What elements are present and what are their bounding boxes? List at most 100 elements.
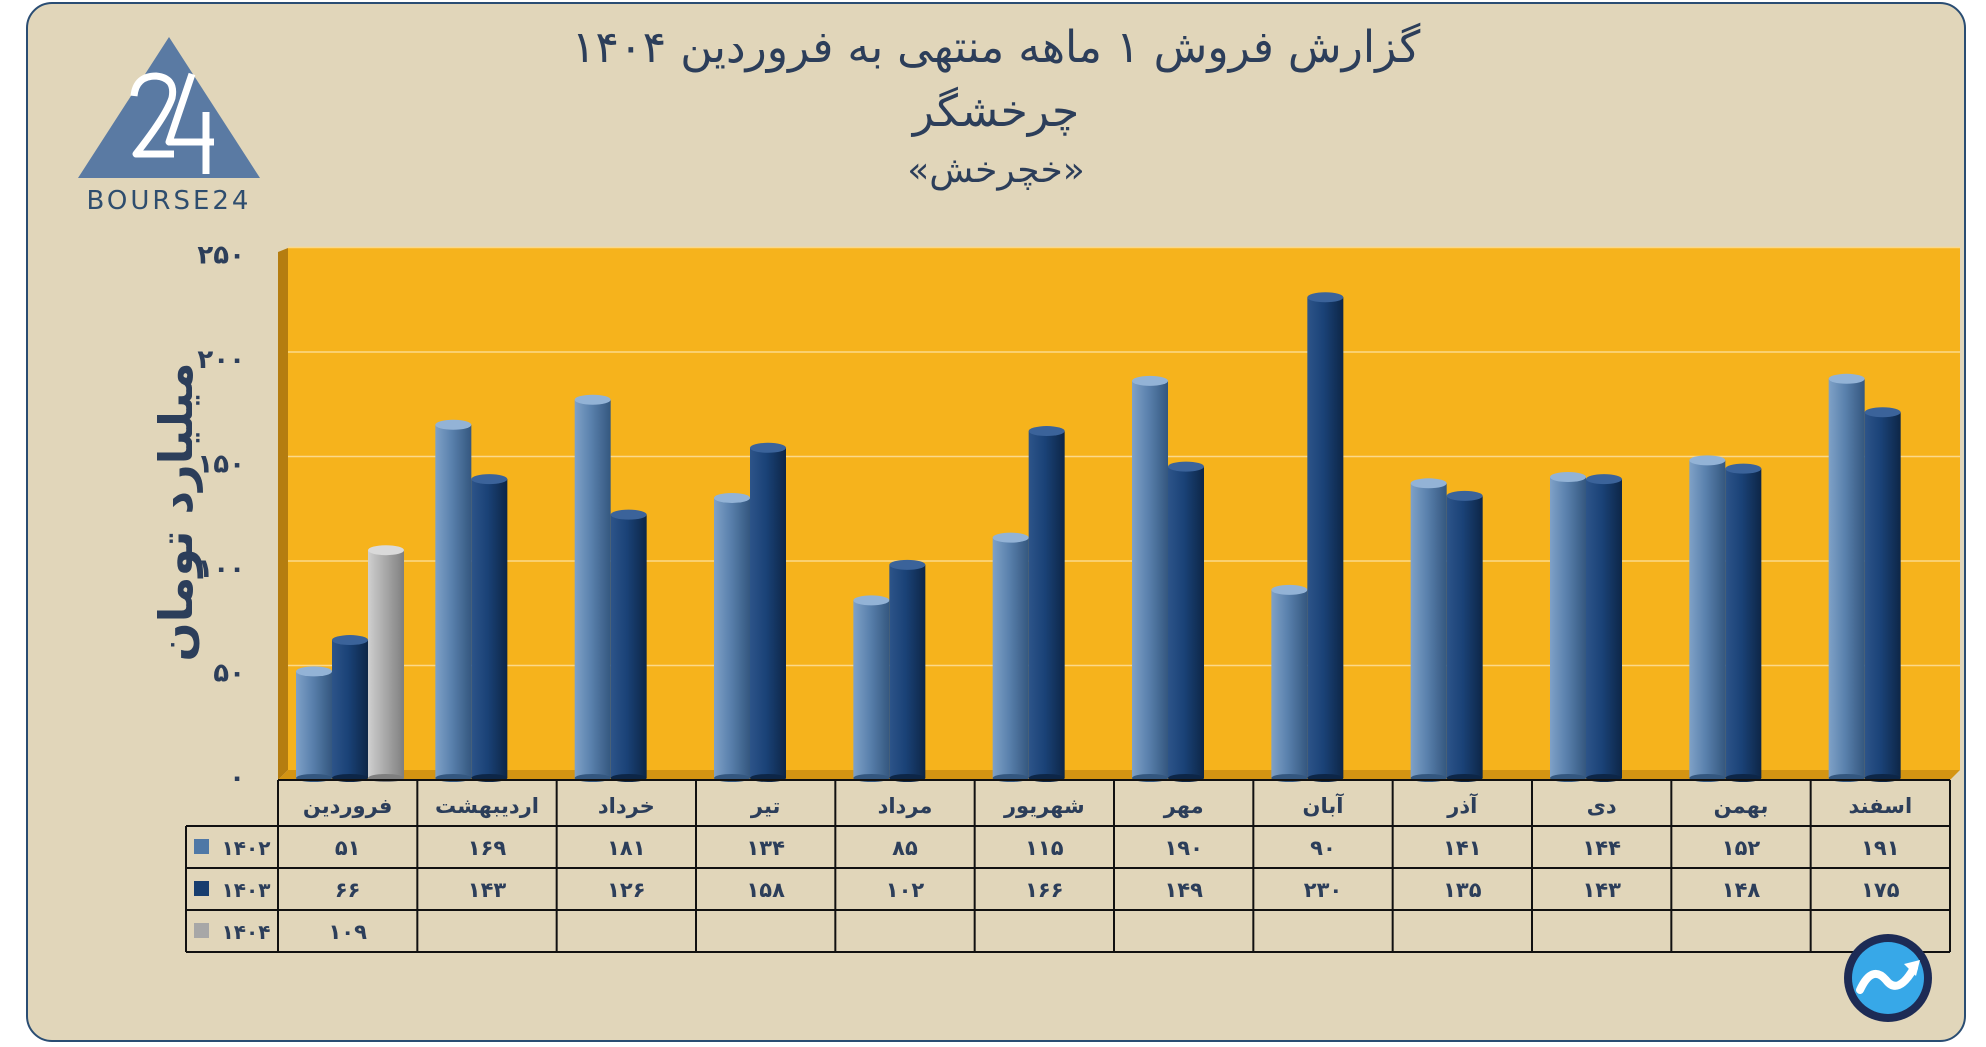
trend-logo-icon [1844,934,1932,1022]
bar [296,671,332,778]
data-label: ۲۳۰ [1304,878,1342,902]
category-label: اردیبهشت [435,794,539,818]
ticker-symbol: «خچرخش» [907,150,1085,191]
bar-cap [471,474,508,485]
legend-swatch [194,923,209,938]
bar [1028,431,1065,778]
category-label: اسفند [1848,794,1912,818]
y-axis-ticks: ۰ ۵۰ ۱۰۰ ۱۵۰ ۲۰۰ ۲۵۰ [197,241,245,794]
data-label: ۵۱ [335,836,361,860]
bar [1271,589,1308,778]
bar [853,600,890,778]
data-label: ۱۴۳ [468,878,507,902]
bar-cap [574,394,611,405]
bar-cap [750,442,786,453]
bar-cap [1550,472,1586,483]
y-tick-label: ۰ [229,763,245,793]
bar [1689,460,1726,778]
bar [368,550,404,778]
data-label: ۱۷۵ [1861,878,1900,902]
bar [435,424,472,778]
bar-cap [1168,461,1204,472]
legend-label: ۱۴۰۲ [222,836,271,860]
category-label: فروردین [303,794,393,818]
bar-cap [1028,426,1065,437]
company-name: چرخشگر [912,86,1080,137]
bar [714,497,750,778]
bar-cap [1307,292,1344,303]
data-label: ۱۳۴ [746,836,785,860]
bar-cap [853,595,890,606]
data-label: ۱۴۸ [1722,878,1761,902]
data-label: ۱۵۲ [1722,836,1761,860]
bar-cap [1828,373,1865,384]
bar-cap [992,532,1029,543]
bar-cap [889,559,926,570]
category-label: تیر [750,794,781,818]
data-label: ۱۲۶ [607,878,645,902]
bar [1725,468,1762,778]
category-label: آذر [1446,793,1478,818]
legend-label: ۱۴۰۳ [222,878,271,902]
bar-cap [714,492,750,503]
bar [1828,378,1865,778]
y-tick-label: ۱۵۰ [197,450,245,480]
bar [1446,495,1483,778]
bar [889,564,926,778]
bar [750,447,786,778]
data-label: ۱۶۹ [468,836,507,860]
data-label: ۱۶۶ [1025,878,1063,902]
bar-cap [332,635,368,646]
data-label: ۱۵۸ [746,878,785,902]
bars [296,292,1901,782]
data-label: ۱۳۵ [1443,878,1482,902]
data-label: ۱۹۰ [1164,836,1202,860]
data-label: ۱۰۲ [886,878,925,902]
bar [332,640,368,778]
logo-triangle-icon [78,37,260,178]
bar-cap [296,666,332,677]
data-label: ۱۴۴ [1582,836,1621,860]
bar [574,399,611,778]
bar-cap [1689,455,1726,466]
bar [1307,297,1344,778]
data-label: ۸۵ [892,836,918,860]
bar-cap [1410,478,1447,489]
bar [1550,477,1586,778]
bar [1410,483,1447,778]
bourse24-logo: BOURSE24 [74,34,264,216]
y-tick-label: ۵۰ [213,659,245,689]
data-label: ۱۴۹ [1164,878,1203,902]
bar-cap [610,509,647,520]
logo-text: BOURSE24 [86,186,252,216]
data-label: ۱۱۵ [1025,836,1064,860]
bar [1132,380,1168,778]
chart-title: گزارش فروش ۱ ماهه منتهی به فروردین ۱۴۰۴ [571,22,1421,73]
bar-cap [1725,463,1762,474]
plot-area [278,248,1960,780]
category-label: بهمن [1714,794,1769,818]
bar [1168,466,1204,778]
bar [1586,479,1622,778]
category-label: خرداد [598,794,655,818]
gridlines [288,246,1960,667]
y-axis-label: میلیارد تومان [149,362,203,661]
category-label: شهریور [1003,794,1085,818]
category-label: مهر [1163,794,1204,818]
bar-cap [435,419,472,430]
data-label: ۱۴۱ [1443,836,1481,860]
data-label: ۹۰ [1310,836,1336,860]
y-tick-label: ۱۰۰ [197,554,245,584]
bar [1864,412,1901,778]
data-label: ۱۹۱ [1861,836,1899,860]
bar-cap [1586,474,1622,485]
legend-label: ۱۴۰۴ [222,920,271,944]
y-tick-label: ۲۵۰ [197,241,245,271]
bar-cap [1271,584,1308,595]
category-label: دی [1587,794,1617,818]
bar [471,479,508,778]
bar-cap [368,545,404,556]
bar-cap [1132,375,1168,386]
data-label: ۶۶ [335,878,361,902]
